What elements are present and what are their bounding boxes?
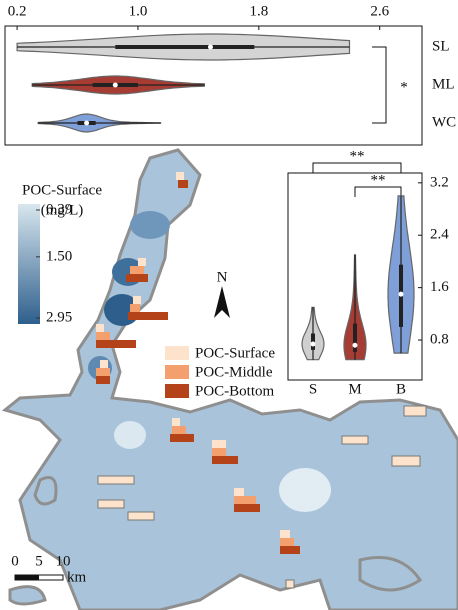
colorbar-label: 1.50 (46, 248, 72, 264)
lake-map (1, 148, 458, 610)
lake-piece (8, 476, 423, 606)
shade (279, 468, 331, 512)
sig-bracket (312, 162, 402, 197)
x-tick-label: 1.0 (129, 3, 148, 19)
north-arrow (214, 286, 230, 318)
station-bars (96, 172, 427, 589)
median (112, 82, 118, 88)
legend-label: POC-Bottom (195, 383, 275, 399)
median (84, 120, 90, 126)
legend-swatch (165, 346, 189, 360)
category-label: S (309, 381, 317, 397)
colorbar-unit: (mg/L) (41, 202, 84, 218)
y-tick-label: 1.6 (430, 279, 449, 295)
category-label: B (396, 381, 406, 397)
scale-label: 0 (11, 553, 19, 569)
north-label: N (217, 269, 228, 285)
y-tick-label: 2.4 (430, 227, 449, 243)
sig-bracket (372, 46, 387, 124)
legend-label: POC-Middle (195, 364, 273, 380)
shade (130, 211, 170, 239)
legend-label: POC-Surface (195, 345, 275, 361)
significance: * (400, 79, 408, 95)
y-tick-label: 3.2 (430, 174, 449, 190)
median (352, 342, 358, 348)
median (310, 341, 316, 347)
significance: ** (371, 172, 386, 188)
scale-label: 5 (35, 553, 43, 569)
x-tick-label: 2.6 (370, 3, 389, 19)
category-label: WC (432, 114, 456, 130)
x-tick-label: 0.2 (8, 3, 27, 19)
colorbar-label: 0.39 (46, 201, 72, 217)
significance: ** (350, 148, 365, 164)
y-tick-label: 0.8 (430, 331, 449, 347)
legend-swatch (165, 365, 189, 379)
median (207, 44, 213, 50)
colorbar-title: POC-Surface (22, 182, 102, 198)
category-label: SL (432, 38, 450, 54)
shade (114, 421, 146, 449)
scale-label: 10 (56, 553, 71, 569)
category-label: M (348, 381, 361, 397)
scale-unit: km (67, 569, 87, 585)
x-tick-label: 1.8 (249, 3, 268, 19)
legend-swatch (165, 384, 189, 398)
category-label: ML (432, 76, 455, 92)
scale-bar (15, 575, 39, 580)
colorbar (18, 204, 40, 324)
colorbar-label: 2.95 (46, 309, 72, 325)
median (398, 291, 404, 297)
